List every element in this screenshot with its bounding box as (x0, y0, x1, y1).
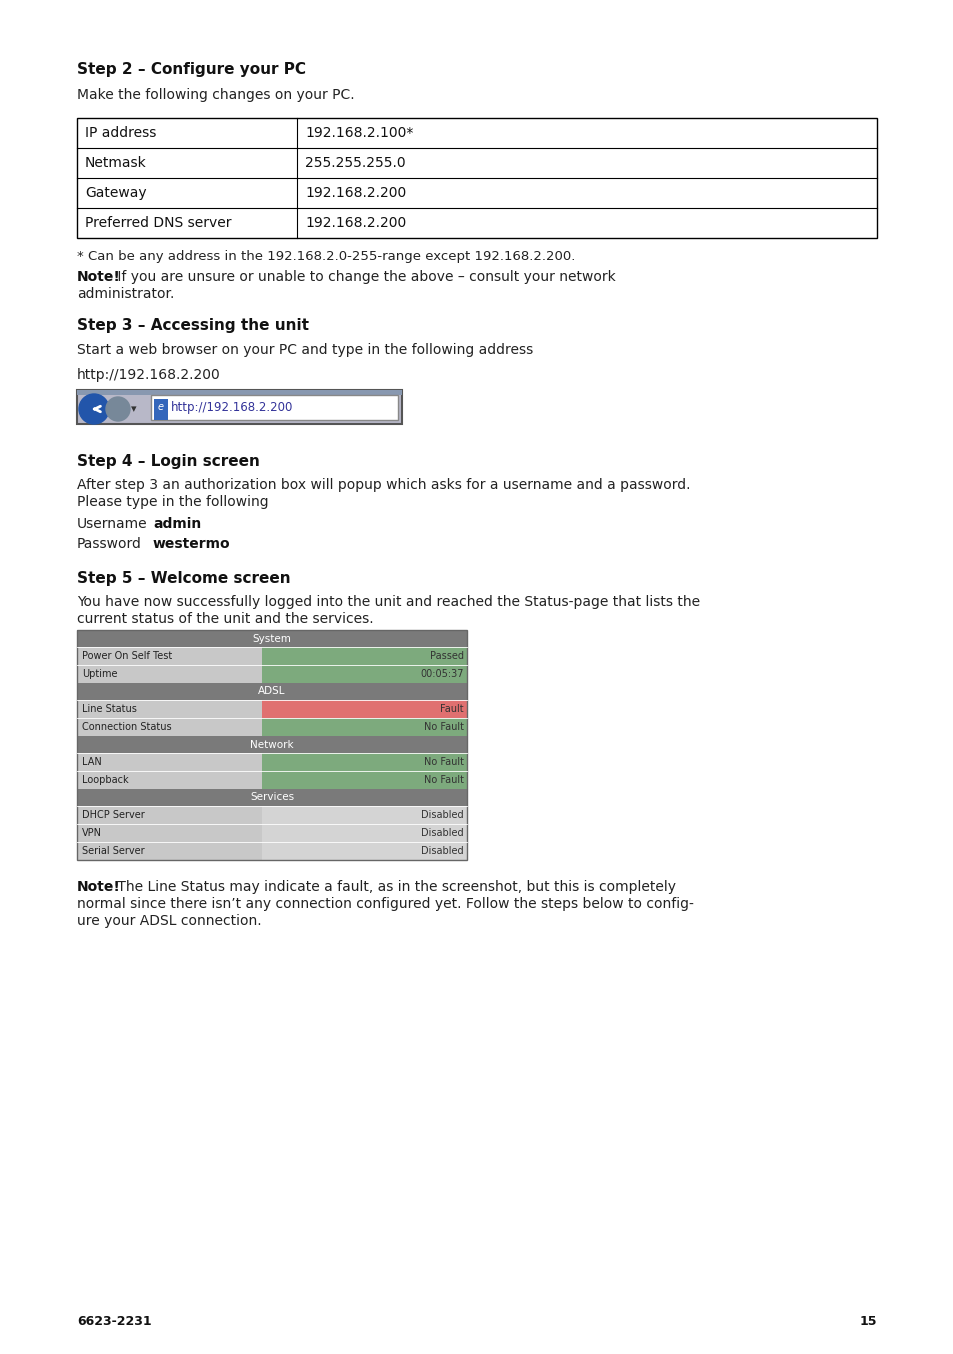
Bar (77, 825, 262, 842)
Text: After step 3 an authorization box will popup which asks for a username and a pas: After step 3 an authorization box will p… (77, 478, 690, 492)
Text: LAN: LAN (82, 757, 102, 766)
Bar (77, 647, 262, 665)
Text: Connection Status: Connection Status (82, 722, 172, 733)
Bar (262, 700, 467, 718)
Text: Passed: Passed (430, 651, 463, 661)
Text: e: e (158, 402, 164, 413)
Text: normal since there isn’t any connection configured yet. Follow the steps below t: normal since there isn’t any connection … (77, 896, 693, 911)
Text: Services: Services (250, 792, 294, 803)
Text: Step 2 – Configure your PC: Step 2 – Configure your PC (77, 62, 306, 77)
Bar (151, 395, 397, 420)
Text: http://192.168.2.200: http://192.168.2.200 (171, 401, 294, 414)
Text: Make the following changes on your PC.: Make the following changes on your PC. (77, 88, 355, 102)
Bar (262, 718, 467, 737)
Bar (262, 770, 467, 789)
Text: http://192.168.2.200: http://192.168.2.200 (77, 368, 220, 382)
Bar (77, 753, 262, 770)
Text: current status of the unit and the services.: current status of the unit and the servi… (77, 612, 374, 626)
Text: Preferred DNS server: Preferred DNS server (85, 217, 232, 230)
Text: 15: 15 (859, 1315, 876, 1328)
Text: Step 3 – Accessing the unit: Step 3 – Accessing the unit (77, 318, 309, 333)
Text: DHCP Server: DHCP Server (82, 810, 145, 821)
Text: 192.168.2.200: 192.168.2.200 (305, 185, 406, 200)
Text: Step 4 – Login screen: Step 4 – Login screen (77, 454, 259, 468)
Text: No Fault: No Fault (423, 774, 463, 785)
Bar (77, 630, 467, 647)
Bar (153, 399, 168, 420)
Bar (77, 737, 467, 753)
Bar (77, 700, 262, 718)
Text: The Line Status may indicate a fault, as in the screenshot, but this is complete: The Line Status may indicate a fault, as… (112, 880, 676, 894)
Text: Password: Password (77, 538, 142, 551)
Circle shape (79, 394, 109, 424)
Text: admin: admin (152, 517, 201, 531)
Text: Line Status: Line Status (82, 704, 136, 714)
Text: System: System (253, 634, 291, 643)
Text: 255.255.255.0: 255.255.255.0 (305, 156, 405, 171)
Text: * Can be any address in the 192.168.2.0-255-range except 192.168.2.200.: * Can be any address in the 192.168.2.0-… (77, 250, 575, 263)
Text: 00:05:37: 00:05:37 (420, 669, 463, 678)
Bar (77, 842, 262, 860)
Bar (77, 390, 401, 395)
Bar (77, 630, 467, 860)
Bar (77, 118, 876, 238)
Text: 192.168.2.200: 192.168.2.200 (305, 217, 406, 230)
Text: Fault: Fault (440, 704, 463, 714)
Bar (262, 842, 467, 860)
Text: Please type in the following: Please type in the following (77, 496, 269, 509)
Text: Note!: Note! (77, 880, 121, 894)
Text: Power On Self Test: Power On Self Test (82, 651, 172, 661)
Bar (77, 789, 467, 806)
Text: ADSL: ADSL (258, 686, 286, 696)
Text: administrator.: administrator. (77, 287, 174, 301)
Text: No Fault: No Fault (423, 722, 463, 733)
Text: You have now successfully logged into the unit and reached the Status-page that : You have now successfully logged into th… (77, 594, 700, 609)
Circle shape (106, 397, 130, 421)
Bar (77, 770, 262, 789)
Text: Netmask: Netmask (85, 156, 147, 171)
Bar (77, 718, 262, 737)
Bar (77, 390, 401, 424)
Bar (262, 806, 467, 825)
Text: Disabled: Disabled (421, 829, 463, 838)
Text: Username: Username (77, 517, 148, 531)
Text: Start a web browser on your PC and type in the following address: Start a web browser on your PC and type … (77, 343, 533, 357)
Text: Disabled: Disabled (421, 846, 463, 856)
Text: Step 5 – Welcome screen: Step 5 – Welcome screen (77, 571, 291, 586)
Bar (262, 647, 467, 665)
Text: No Fault: No Fault (423, 757, 463, 766)
Text: Gateway: Gateway (85, 185, 147, 200)
Text: 6623-2231: 6623-2231 (77, 1315, 152, 1328)
Text: IP address: IP address (85, 126, 156, 139)
Bar (77, 682, 467, 700)
Bar (77, 665, 262, 682)
Text: Note!: Note! (77, 269, 121, 284)
Bar (77, 806, 262, 825)
Text: ▾: ▾ (132, 403, 136, 414)
Text: Serial Server: Serial Server (82, 846, 145, 856)
Bar (262, 753, 467, 770)
Text: Loopback: Loopback (82, 774, 129, 785)
Text: ure your ADSL connection.: ure your ADSL connection. (77, 914, 261, 927)
Bar (262, 665, 467, 682)
Text: Network: Network (250, 739, 294, 750)
Text: If you are unsure or unable to change the above – consult your network: If you are unsure or unable to change th… (112, 269, 615, 284)
Text: westermo: westermo (152, 538, 231, 551)
Bar (262, 825, 467, 842)
Text: 192.168.2.100*: 192.168.2.100* (305, 126, 413, 139)
Text: Uptime: Uptime (82, 669, 117, 678)
Text: VPN: VPN (82, 829, 102, 838)
Text: Disabled: Disabled (421, 810, 463, 821)
